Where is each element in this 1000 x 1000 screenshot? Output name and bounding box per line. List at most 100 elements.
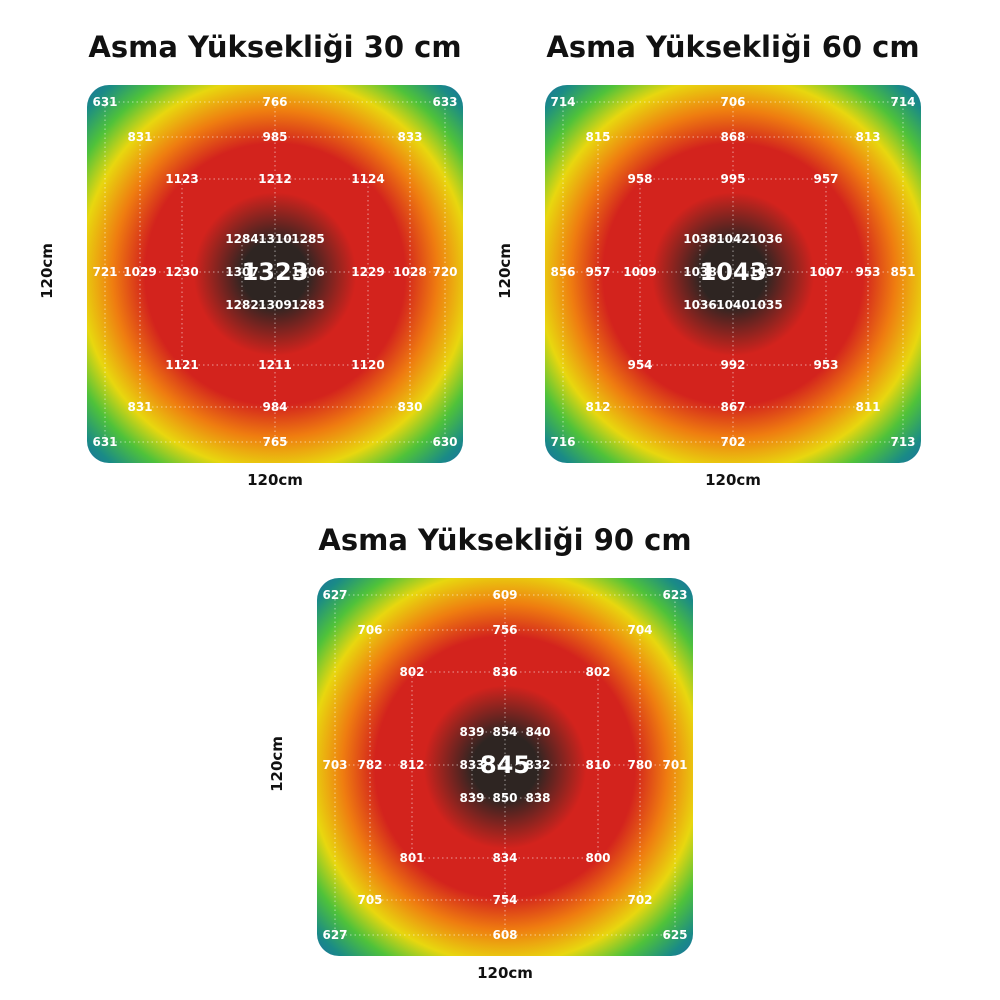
value-label: 627 xyxy=(322,928,347,942)
value-label: 714 xyxy=(550,95,575,109)
value-label: 953 xyxy=(855,265,880,279)
value-label: 716 xyxy=(550,435,575,449)
value-label: 631 xyxy=(92,95,117,109)
value-label: 1121 xyxy=(165,358,198,372)
value-label: 839 xyxy=(459,725,484,739)
value-label: 623 xyxy=(662,588,687,602)
grid-ring-2 xyxy=(639,178,827,366)
value-label: 780 xyxy=(627,758,652,772)
value-label: 802 xyxy=(585,665,610,679)
heatmap-panel-60cm: Asma Yüksekliği 60 cm 1043 1038 1042 1036 10… xyxy=(496,30,921,490)
value-label: 831 xyxy=(127,130,152,144)
value-label: 851 xyxy=(890,265,915,279)
value-label: 608 xyxy=(492,928,517,942)
value-label: 831 xyxy=(127,400,152,414)
value-label: 706 xyxy=(357,623,382,637)
value-label: 812 xyxy=(585,400,610,414)
heatmap-plot: 1043 1038 1042 1036 1038 1037 1036 1040 1035 958 9… xyxy=(545,85,921,463)
grid-ring-4 xyxy=(562,101,904,443)
value-label: 627 xyxy=(322,588,347,602)
center-value-label: 1043 xyxy=(700,258,767,286)
value-label: 702 xyxy=(720,435,745,449)
value-label: 721 xyxy=(92,265,117,279)
value-label: 1036 xyxy=(749,232,782,246)
heatmap-svg: 1323 1284 1310 1285 1307 1306 1282 1309 1283 1123… xyxy=(87,85,463,463)
value-label: 701 xyxy=(662,758,687,772)
value-label: 830 xyxy=(397,400,422,414)
value-label: 1230 xyxy=(165,265,198,279)
value-label: 954 xyxy=(627,358,652,372)
value-label: 1038 xyxy=(683,232,716,246)
value-label: 633 xyxy=(432,95,457,109)
value-label: 839 xyxy=(459,791,484,805)
value-label: 1282 xyxy=(225,298,258,312)
value-label: 609 xyxy=(492,588,517,602)
grid-ring-3 xyxy=(369,629,641,901)
value-label: 836 xyxy=(492,665,517,679)
value-label: 1212 xyxy=(258,172,291,186)
value-label: 953 xyxy=(813,358,838,372)
value-label: 995 xyxy=(720,172,745,186)
value-label: 812 xyxy=(399,758,424,772)
value-label: 1123 xyxy=(165,172,198,186)
heatmap-plot: 845 839 854 840 833 832 839 850 838 802 836 802 812 8… xyxy=(317,578,693,956)
value-label: 1028 xyxy=(393,265,426,279)
value-label: 813 xyxy=(855,130,880,144)
value-label: 958 xyxy=(627,172,652,186)
value-label: 984 xyxy=(262,400,287,414)
value-label: 1310 xyxy=(258,232,291,246)
grid-ring-2 xyxy=(411,671,599,859)
value-label: 1042 xyxy=(716,232,749,246)
value-label: 1284 xyxy=(225,232,258,246)
value-label: 811 xyxy=(855,400,880,414)
value-label: 714 xyxy=(890,95,915,109)
value-label: 630 xyxy=(432,435,457,449)
x-axis-label: 120cm xyxy=(247,471,303,489)
value-label: 702 xyxy=(627,893,652,907)
value-label: 801 xyxy=(399,851,424,865)
center-value-label: 845 xyxy=(480,751,530,779)
value-label: 766 xyxy=(262,95,287,109)
center-value-label: 1323 xyxy=(242,258,309,286)
value-label: 1211 xyxy=(258,358,291,372)
chart-title: Asma Yüksekliği 90 cm xyxy=(318,523,692,557)
value-label: 838 xyxy=(525,791,550,805)
value-label: 1307 xyxy=(225,265,258,279)
heatmap-svg: 845 839 854 840 833 832 839 850 838 802 836 802 812 8… xyxy=(317,578,693,956)
value-label: 756 xyxy=(492,623,517,637)
grid-ring-4 xyxy=(104,101,446,443)
chart-title: Asma Yüksekliği 60 cm xyxy=(546,30,920,64)
value-label: 754 xyxy=(492,893,517,907)
value-label: 802 xyxy=(399,665,424,679)
value-label: 833 xyxy=(459,758,484,772)
value-label: 957 xyxy=(585,265,610,279)
value-label: 1007 xyxy=(809,265,842,279)
value-label: 854 xyxy=(492,725,517,739)
x-axis-label: 120cm xyxy=(705,471,761,489)
value-label: 625 xyxy=(662,928,687,942)
value-label: 850 xyxy=(492,791,517,805)
grid-ring-3 xyxy=(139,136,411,408)
value-label: 1009 xyxy=(623,265,656,279)
heatmap-panel-30cm: Asma Yüksekliği 30 cm 1323 1284 1310 1285 13… xyxy=(38,30,463,490)
chart-title: Asma Yüksekliği 30 cm xyxy=(88,30,462,64)
value-label: 704 xyxy=(627,623,652,637)
value-label: 1229 xyxy=(351,265,384,279)
value-label: 631 xyxy=(92,435,117,449)
value-label: 1309 xyxy=(258,298,291,312)
value-label: 856 xyxy=(550,265,575,279)
value-label: 1120 xyxy=(351,358,384,372)
value-label: 1035 xyxy=(749,298,782,312)
grid-ring-2 xyxy=(181,178,369,366)
value-label: 868 xyxy=(720,130,745,144)
value-label: 782 xyxy=(357,758,382,772)
y-axis-label: 120cm xyxy=(268,736,286,792)
value-label: 1306 xyxy=(291,265,324,279)
value-label: 833 xyxy=(397,130,422,144)
value-label: 957 xyxy=(813,172,838,186)
value-label: 706 xyxy=(720,95,745,109)
value-label: 815 xyxy=(585,130,610,144)
value-label: 834 xyxy=(492,851,517,865)
value-label: 1040 xyxy=(716,298,749,312)
grid-ring-3 xyxy=(597,136,869,408)
